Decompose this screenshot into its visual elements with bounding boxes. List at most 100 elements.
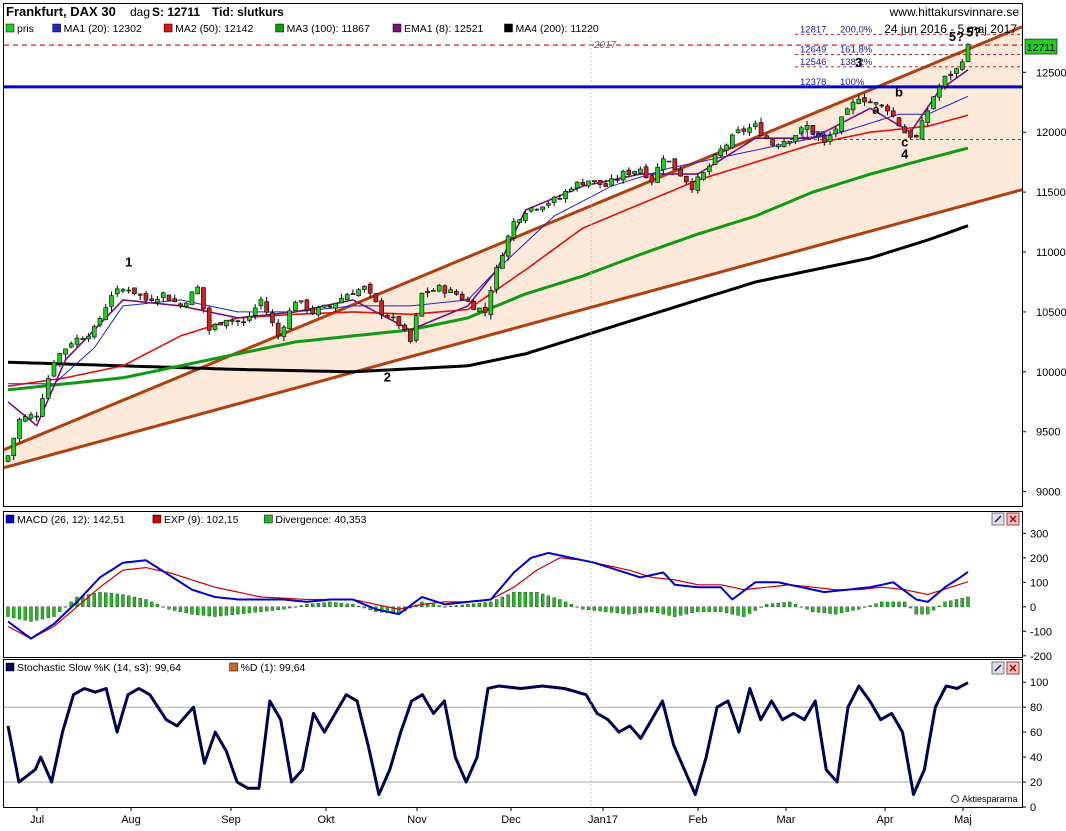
candle-body (218, 322, 223, 326)
divergence-bar (931, 606, 936, 611)
divergence-bar (236, 606, 240, 615)
divergence-bar (500, 596, 505, 607)
candle-body (500, 255, 505, 269)
divergence-bar (190, 606, 194, 615)
divergence-bar (242, 606, 246, 614)
divergence-bar (903, 601, 907, 607)
divergence-bar (632, 606, 637, 614)
stoch-close-icon[interactable] (1006, 661, 1020, 675)
divergence-bar (529, 591, 533, 607)
candle-body (632, 170, 637, 175)
y-tick-label: 0 (1030, 602, 1036, 614)
candle-body (592, 180, 597, 183)
macd-config-icon[interactable] (991, 512, 1005, 526)
credit-label: Aktiespararna (962, 794, 1018, 804)
divergence-bar (357, 606, 361, 607)
candle-body (471, 301, 476, 310)
candle-body (643, 166, 649, 179)
divergence-bar (506, 594, 510, 607)
candle-body (839, 116, 844, 132)
divergence-bar (954, 599, 959, 607)
candle-body (804, 124, 810, 130)
divergence-bar (880, 601, 884, 607)
divergence-bar (960, 598, 964, 607)
candle-body (747, 127, 752, 133)
candle-body (816, 132, 821, 138)
candle-body (523, 212, 528, 222)
divergence-bar (759, 606, 763, 608)
divergence-bar (265, 606, 269, 612)
y-tick-label: 9500 (1036, 427, 1060, 439)
x-tick-label: Mar (777, 814, 796, 826)
divergence-bar (471, 603, 476, 607)
fib-label: 12817 (800, 24, 826, 35)
divergence-bar (167, 606, 171, 610)
candle-body (183, 302, 189, 307)
candle-body (172, 298, 178, 302)
y-tick-label: -200 (1030, 651, 1052, 663)
divergence-bar (535, 591, 539, 607)
divergence-bar (765, 604, 769, 607)
candle-body (11, 437, 17, 457)
candle-body (879, 104, 885, 107)
divergence-bar (58, 606, 62, 612)
divergence-bar (362, 606, 367, 609)
legend-swatch (5, 662, 15, 672)
divergence-bar (512, 591, 516, 607)
divergence-bar (696, 606, 700, 612)
website-label[interactable]: www.hittakursvinnare.se (889, 5, 1020, 19)
candle-body (615, 179, 620, 181)
divergence-bar (885, 601, 890, 607)
macd-close-icon[interactable] (1006, 512, 1020, 526)
candle-body (666, 160, 672, 163)
divergence-bar (811, 606, 815, 612)
wave-label: 4 (901, 147, 909, 162)
divergence-bar (914, 606, 918, 615)
candle-body (155, 299, 160, 303)
divergence-bar (868, 605, 872, 607)
candle-body (890, 110, 896, 117)
legend-swatch (264, 514, 273, 524)
stoch-config-icon[interactable] (991, 661, 1005, 675)
candle-body (97, 318, 103, 326)
candle-body (482, 306, 488, 313)
legend-exp: EXP (9): 102,15 (164, 514, 239, 526)
y-tick-label: 12000 (1036, 127, 1066, 139)
candle-body (580, 182, 586, 186)
divergence-bar (828, 606, 832, 614)
candle-body (810, 125, 816, 135)
last-price-box (1024, 38, 1058, 55)
candle-body (339, 297, 344, 304)
candle-body (753, 123, 758, 127)
divergence-bar (609, 606, 614, 613)
candle-body (913, 135, 919, 138)
candle-body (735, 129, 741, 133)
divergence-bar (477, 602, 482, 607)
divergence-bar (109, 593, 114, 607)
candle-body (459, 293, 465, 301)
y-tick-label: 80 (1030, 702, 1042, 714)
divergence-bar (937, 605, 941, 607)
candle-body (86, 335, 91, 340)
divergence-bar (684, 606, 688, 615)
divergence-bar (104, 592, 108, 607)
divergence-bar (345, 603, 349, 607)
divergence-bar (540, 593, 545, 607)
y-tick-label: 40 (1030, 752, 1042, 764)
candle-body (5, 455, 11, 462)
fib-label: 138,2% (840, 57, 873, 68)
candle-body (896, 117, 902, 127)
x-tick-label: Dec (501, 814, 521, 826)
macd-panel-frame (3, 511, 1023, 658)
y-tick-label: 300 (1030, 528, 1048, 540)
divergence-bar (311, 603, 315, 607)
divergence-bar (155, 604, 160, 607)
stoch-panel-frame (3, 659, 1023, 808)
macd-line (7, 551, 969, 640)
candle-body (908, 130, 913, 138)
candle-body (948, 73, 954, 77)
divergence-bar (874, 603, 878, 607)
divergence-bar (862, 606, 867, 608)
candle-body (534, 208, 540, 211)
divergence-bar (730, 606, 734, 615)
